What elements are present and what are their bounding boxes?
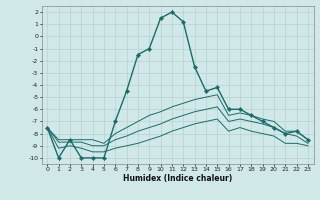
- X-axis label: Humidex (Indice chaleur): Humidex (Indice chaleur): [123, 174, 232, 183]
